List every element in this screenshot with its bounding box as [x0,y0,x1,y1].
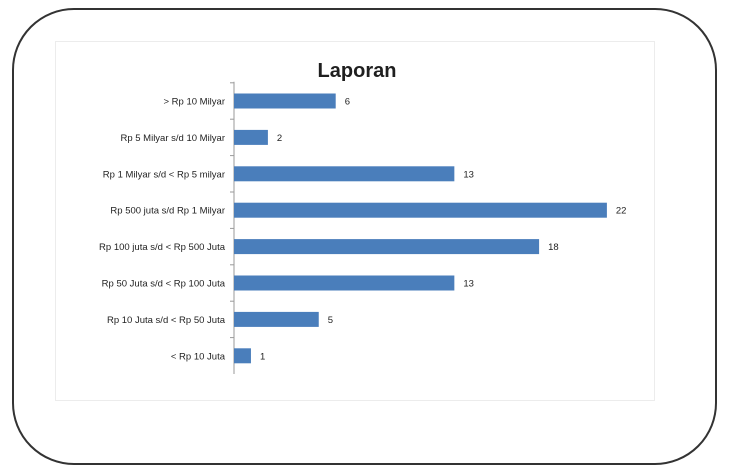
category-label: Rp 10 Juta s/d < Rp 50 Juta [107,315,226,326]
bar [234,275,455,291]
bar [234,202,607,218]
bar [234,311,319,327]
bar [234,166,455,182]
category-label: Rp 1 Milyar s/d < Rp 5 milyar [103,169,225,180]
data-label: 6 [345,97,350,108]
data-label: 13 [463,279,474,290]
category-label: > Rp 10 Milyar [163,97,225,108]
category-label: Rp 100 juta s/d < Rp 500 Juta [99,242,226,253]
data-label: 5 [328,315,333,326]
category-label: Rp 50 Juta s/d < Rp 100 Juta [102,279,226,290]
bar [234,129,268,145]
data-label: 2 [277,133,282,144]
category-label: Rp 5 Milyar s/d 10 Milyar [120,133,225,144]
category-label: Rp 500 juta s/d Rp 1 Milyar [110,206,225,217]
bar [234,239,540,255]
category-label: < Rp 10 Juta [171,351,226,362]
bars-group: > Rp 10 Milyar 6 Rp 5 Milyar s/d 10 Milyar… [99,82,627,364]
data-label: 22 [616,206,627,217]
data-label: 1 [260,351,265,362]
data-label: 13 [463,169,474,180]
bar [234,93,336,109]
data-label: 18 [548,242,559,253]
bar [234,348,251,364]
chart-area: Laporan > Rp 10 Milyar 6 Rp 5 Milyar s/d 1… [56,42,654,400]
chart-title: Laporan [318,60,397,82]
bar-chart: Laporan > Rp 10 Milyar 6 Rp 5 Milyar s/d 1… [99,60,627,374]
